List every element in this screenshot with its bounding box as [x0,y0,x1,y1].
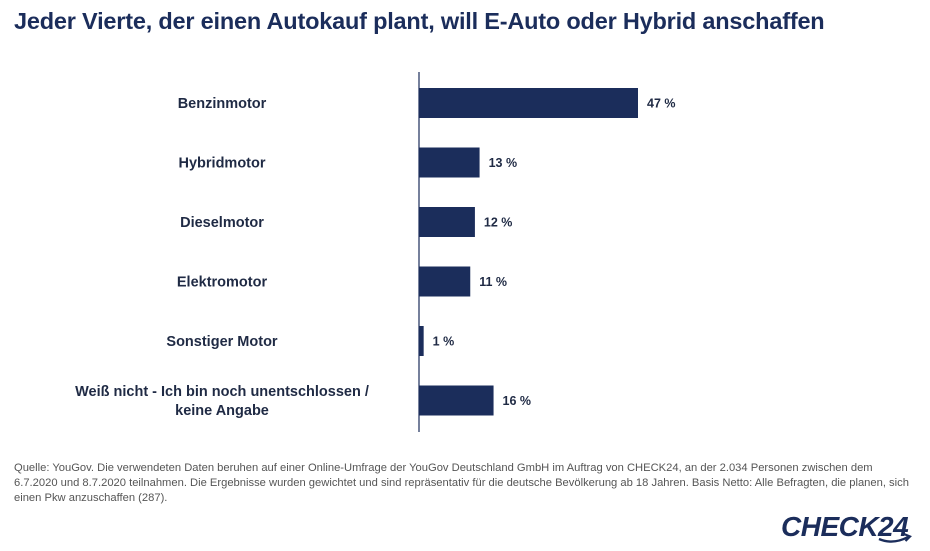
value-label: 11 % [479,275,507,289]
bar-0 [419,88,638,118]
check24-logo: CHECK24 [781,511,912,543]
value-label: 47 % [647,97,676,111]
bar-chart: 47 % Benzinmotor 13 % Hybridmotor 12 % Diesel… [75,72,676,432]
category-label: Elektromotor [177,275,268,291]
bar-5 [419,385,494,416]
bar-1 [419,147,480,178]
svg-text:CHECK24: CHECK24 [781,511,909,542]
category-label: Hybridmotor [179,156,266,172]
bar-3 [419,266,471,297]
bar-2 [419,207,475,237]
category-label: Dieselmotor [180,215,264,231]
category-label: Weiß nicht - Ich bin noch unentschlossen… [75,384,369,400]
value-label: 13 % [489,156,518,170]
source-note: Quelle: YouGov. Die verwendeten Daten be… [14,462,909,504]
category-label: Benzinmotor [178,96,267,112]
chart-title: Jeder Vierte, der einen Autokauf plant, … [14,8,825,34]
value-label: 16 % [503,394,532,408]
value-label: 12 % [484,216,513,230]
value-label: 1 % [433,335,455,349]
category-label: keine Angabe [175,403,269,419]
category-label: Sonstiger Motor [166,334,278,350]
bar-4 [419,326,424,356]
